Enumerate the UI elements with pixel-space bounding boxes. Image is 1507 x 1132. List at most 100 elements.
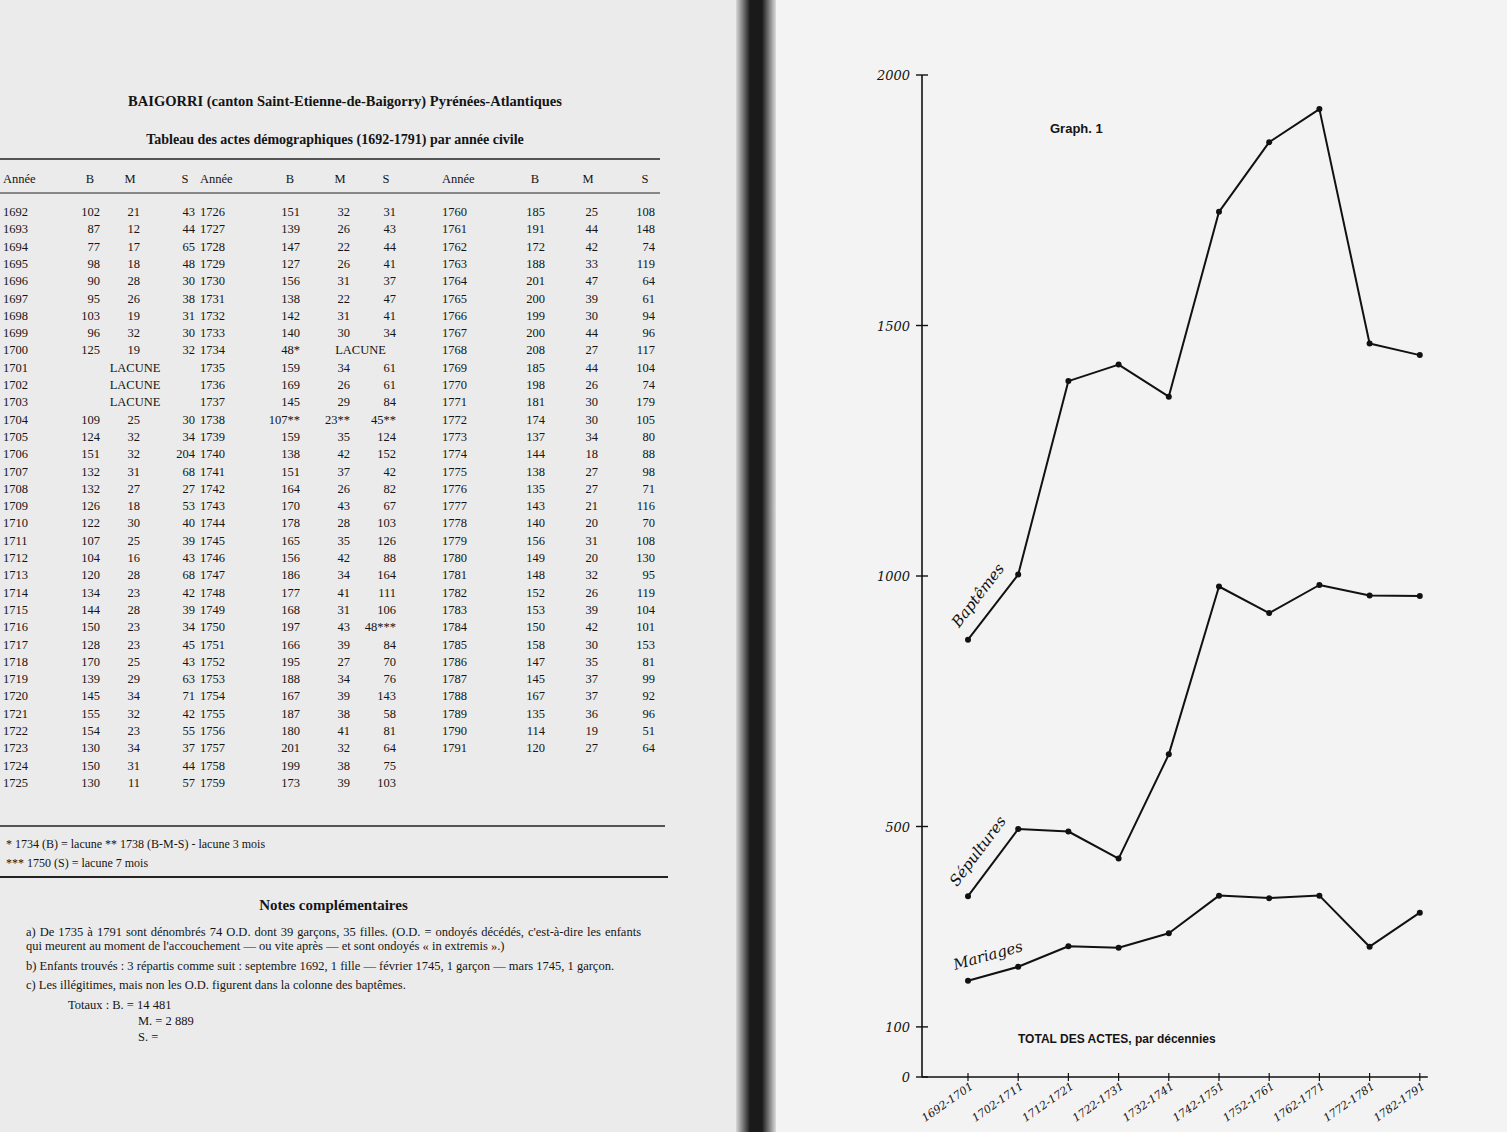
value-cell: 74: [643, 240, 656, 254]
value-cell: 140: [526, 516, 545, 530]
year-cell: 1693: [3, 222, 28, 236]
year-cell: 1705: [3, 430, 28, 444]
year-cell: 1760: [442, 205, 467, 219]
value-cell: 37: [183, 741, 196, 755]
value-cell: 43: [384, 222, 397, 236]
value-cell: 75: [384, 759, 397, 773]
series-marker: [1266, 895, 1272, 901]
value-cell: 32: [338, 741, 351, 755]
value-cell: 33: [586, 257, 599, 271]
year-cell: 1738: [200, 413, 225, 427]
year-cell: 1702: [3, 378, 28, 392]
value-cell: 31: [183, 309, 196, 323]
value-cell: 34: [384, 326, 397, 340]
value-cell: 34: [586, 430, 599, 444]
value-cell: 195: [281, 655, 300, 669]
year-cell: 1776: [442, 482, 467, 496]
series-marker: [1216, 584, 1222, 590]
lacune-cell: LACUNE: [110, 378, 161, 392]
value-cell: 164: [377, 568, 397, 582]
value-cell: 65: [183, 240, 196, 254]
series-marker: [1015, 964, 1021, 970]
value-cell: 95: [643, 568, 656, 582]
value-cell: 145: [526, 672, 545, 686]
value-cell: 84: [384, 395, 397, 409]
value-cell: 55: [183, 724, 196, 738]
y-tick-label: 500: [885, 820, 910, 835]
x-tick-label: 1742-1751: [1170, 1080, 1226, 1125]
value-cell: 17: [128, 240, 141, 254]
value-cell: 28: [128, 568, 141, 582]
value-cell: 42: [183, 586, 196, 600]
value-cell: 134: [81, 586, 101, 600]
rule: [0, 158, 660, 159]
value-cell: 31: [384, 205, 397, 219]
value-cell: 39: [183, 603, 196, 617]
year-cell: 1791: [442, 741, 467, 755]
year-cell: 1751: [200, 638, 225, 652]
y-tick: [916, 1076, 928, 1077]
value-cell: 64: [643, 274, 656, 288]
value-cell: 144: [526, 447, 546, 461]
year-cell: 1758: [200, 759, 225, 773]
value-cell: 124: [377, 430, 397, 444]
year-cell: 1736: [200, 378, 225, 392]
value-cell: 19: [128, 343, 141, 357]
value-cell: 23**: [325, 413, 350, 427]
value-cell: 104: [636, 603, 656, 617]
value-cell: 155: [81, 707, 100, 721]
year-cell: 1721: [3, 707, 28, 721]
value-cell: 149: [526, 551, 545, 565]
year-cell: 1755: [200, 707, 225, 721]
year-cell: 1787: [442, 672, 467, 686]
year-cell: 1713: [3, 568, 28, 582]
year-cell: 1767: [442, 326, 467, 340]
value-cell: 188: [281, 672, 300, 686]
year-cell: 1719: [3, 672, 28, 686]
value-cell: 201: [281, 741, 300, 755]
value-cell: 23: [128, 638, 141, 652]
value-cell: 101: [636, 620, 655, 634]
year-cell: 1757: [200, 741, 225, 755]
value-cell: 70: [643, 516, 656, 530]
value-cell: 147: [281, 240, 300, 254]
year-cell: 1747: [200, 568, 225, 582]
value-cell: 130: [636, 551, 655, 565]
value-cell: 170: [281, 499, 300, 513]
value-cell: 177: [281, 586, 300, 600]
series-marker: [1417, 593, 1423, 599]
year-cell: 1730: [200, 274, 225, 288]
lacune-cell: LACUNE: [335, 343, 386, 357]
year-cell: 1697: [3, 292, 28, 306]
value-cell: 37: [586, 689, 599, 703]
value-cell: 39: [586, 292, 599, 306]
series-marker: [1417, 910, 1423, 916]
value-cell: 119: [637, 257, 655, 271]
x-tick-label: 1782-1791: [1371, 1080, 1427, 1125]
series-marker: [1015, 826, 1021, 832]
value-cell: 26: [128, 292, 141, 306]
year-cell: 1749: [200, 603, 225, 617]
value-cell: 18: [128, 499, 141, 513]
year-cell: 1746: [200, 551, 225, 565]
value-cell: 42: [183, 707, 196, 721]
year-cell: 1788: [442, 689, 467, 703]
series-marker: [1166, 751, 1172, 757]
value-cell: 20: [586, 516, 599, 530]
value-cell: 51: [643, 724, 656, 738]
year-cell: 1754: [200, 689, 226, 703]
x-axis-label: TOTAL DES ACTES, par décennies: [1018, 1032, 1216, 1046]
note-item: c) Les illégitimes, mais non les O.D. fi…: [26, 978, 641, 993]
value-cell: 42: [586, 240, 599, 254]
year-cell: 1753: [200, 672, 225, 686]
value-cell: 153: [636, 638, 655, 652]
value-cell: 39: [338, 689, 351, 703]
value-cell: 18: [128, 257, 141, 271]
notes-title: Notes complémentaires: [26, 898, 641, 913]
value-cell: 26: [338, 222, 351, 236]
value-cell: 96: [88, 326, 101, 340]
value-cell: 119: [637, 586, 655, 600]
value-cell: 191: [526, 222, 545, 236]
series-marker: [1316, 582, 1322, 588]
year-cell: 1722: [3, 724, 28, 738]
